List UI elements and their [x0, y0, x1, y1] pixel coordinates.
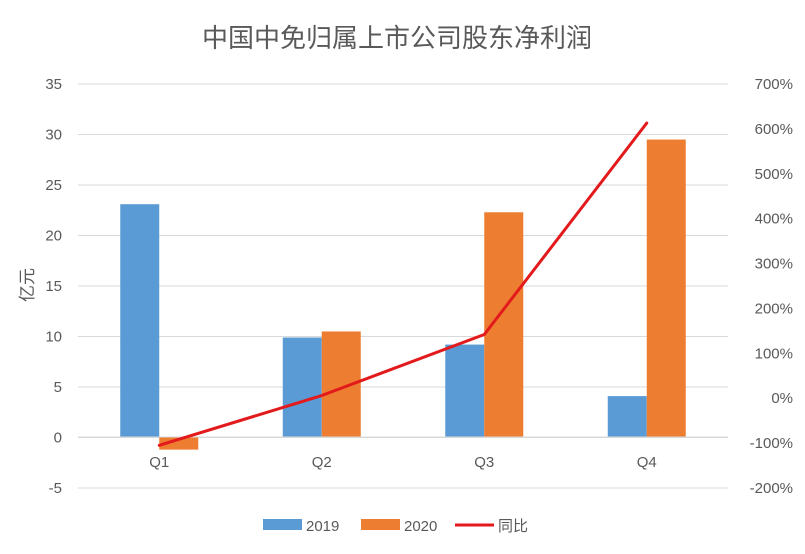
legend-label: 同比	[498, 518, 528, 535]
y-axis-title: 亿元	[18, 268, 38, 302]
y2-tick-label: 200%	[755, 300, 793, 317]
y2-tick-label: -200%	[750, 480, 793, 497]
y-tick-label: 25	[45, 177, 62, 194]
y2-tick-label: 400%	[755, 211, 793, 228]
bar-2019-Q2	[282, 337, 322, 438]
y-tick-label: 15	[45, 278, 62, 295]
y2-tick-label: 100%	[755, 345, 793, 362]
y-tick-label: 10	[45, 329, 62, 346]
x-tick-label: Q1	[149, 454, 169, 471]
bars	[78, 139, 728, 450]
bar-2019-Q3	[445, 344, 485, 438]
bar-2019-Q4	[607, 396, 647, 438]
gridlines	[78, 83, 728, 489]
legend-label: 2020	[404, 518, 437, 535]
x-tick-label: Q3	[474, 454, 494, 471]
y-tick-label: 20	[45, 228, 62, 245]
bar-2020-Q4	[646, 139, 686, 438]
bar-2019-Q1	[120, 204, 160, 438]
y2-tick-label: 700%	[755, 76, 793, 93]
y2-tick-label: 500%	[755, 166, 793, 183]
y-tick-label: 0	[54, 430, 62, 447]
y2-tick-label: 0%	[771, 390, 793, 407]
x-tick-label: Q4	[637, 454, 657, 471]
y2-tick-label: 600%	[755, 121, 793, 138]
bar-2020-Q1	[159, 437, 199, 450]
yoy-line	[157, 121, 649, 447]
x-tick-label: Q2	[312, 454, 332, 471]
line-同比	[157, 121, 649, 447]
legend-swatch-2019	[263, 519, 302, 530]
legend-swatch-2020	[361, 519, 400, 530]
y2-axis-ticks: 700% 600% 500% 400% 300% 200% 100% 0% -100% -200%	[750, 76, 793, 497]
chart-title: 中国中免归属上市公司股东净利润	[202, 24, 592, 54]
y-tick-label: 30	[45, 127, 62, 144]
y2-tick-label: 300%	[755, 256, 793, 273]
y-tick-label: 35	[45, 76, 62, 93]
legend: 2019 2020 同比	[263, 518, 528, 535]
y-tick-label: -5	[49, 480, 62, 497]
y-axis-ticks: 35 30 25 20 15 10 5 0 -5	[45, 76, 62, 497]
y2-tick-label: -100%	[750, 435, 793, 452]
legend-label: 2019	[306, 518, 339, 535]
y-tick-label: 5	[54, 379, 62, 396]
x-axis-ticks: Q1 Q2 Q3 Q4	[149, 454, 657, 471]
